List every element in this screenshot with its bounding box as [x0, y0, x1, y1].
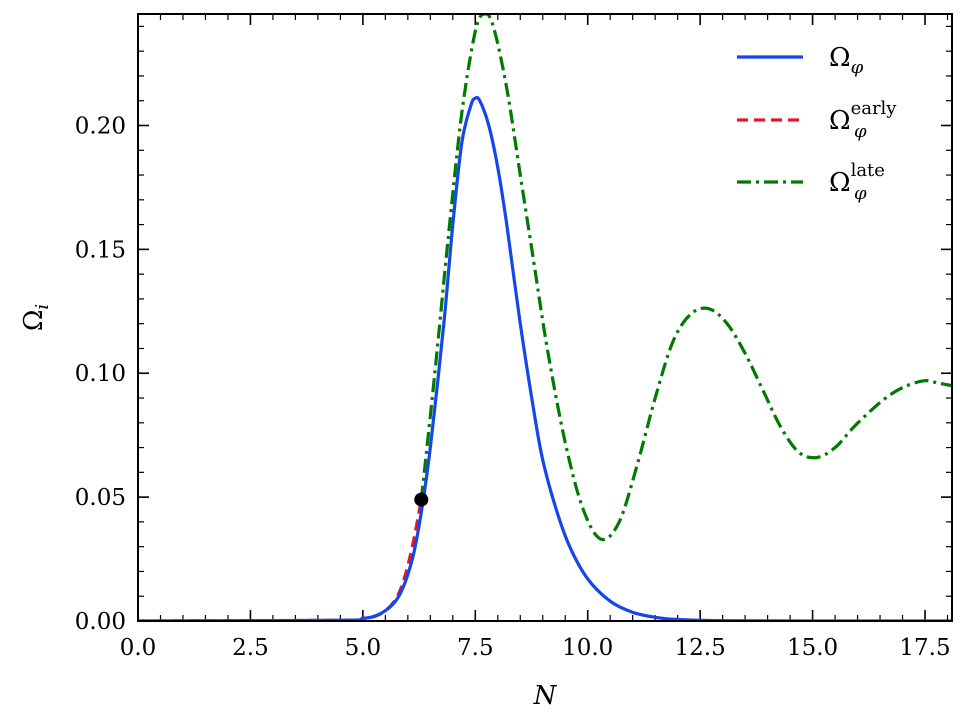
y-tick-label: 0.00	[75, 609, 126, 635]
series-line-3	[419, 14, 952, 542]
y-tick-label: 0.10	[75, 361, 126, 387]
y-tick-label: 0.05	[75, 485, 126, 511]
y-axis-label: Ωi	[19, 304, 53, 331]
series-layer	[138, 14, 952, 621]
legend-label-3: Ωlate φ	[829, 160, 885, 204]
x-tick-label: 7.5	[457, 635, 494, 661]
x-tick-label: 2.5	[232, 635, 269, 661]
x-tick-label: 17.5	[899, 635, 950, 661]
x-tick-label: 5.0	[345, 635, 382, 661]
x-tick-label: 0.0	[120, 635, 157, 661]
legend-label-1: Ωφ	[829, 43, 864, 78]
transition-marker	[414, 492, 429, 507]
y-tick-label: 0.15	[75, 237, 126, 263]
series-line-1	[138, 95, 952, 621]
legend: Ωφ Ωearly φ Ωlate φ	[737, 43, 897, 204]
x-axis-label: N	[533, 681, 558, 711]
x-tick-label: 12.5	[675, 635, 726, 661]
y-tick-label: 0.20	[75, 113, 126, 139]
x-tick-label: 15.0	[787, 635, 838, 661]
markers-layer	[414, 492, 429, 507]
labels-layer: 0.0 2.5 5.0 7.5 10.0 12.5 15.0 17.5 0.00 0.05 0.10…	[19, 113, 951, 711]
legend-label-2: Ωearly φ	[829, 98, 897, 142]
plot-frame	[137, 13, 953, 622]
x-tick-label: 10.0	[562, 635, 613, 661]
series-line-2	[138, 499, 423, 621]
